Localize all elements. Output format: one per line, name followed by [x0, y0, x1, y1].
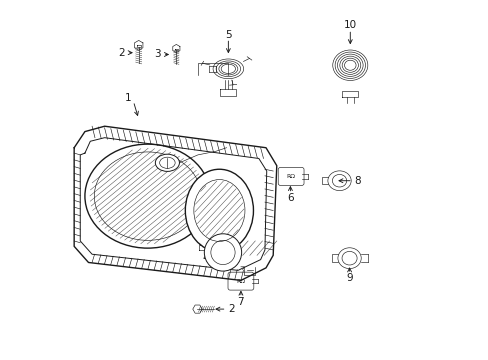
Ellipse shape [337, 248, 361, 269]
Text: 5: 5 [224, 30, 231, 40]
Text: 4: 4 [203, 253, 209, 263]
Text: 9: 9 [346, 273, 352, 283]
Text: 3: 3 [154, 49, 161, 59]
FancyBboxPatch shape [278, 167, 304, 185]
Text: 1: 1 [124, 93, 131, 103]
Ellipse shape [155, 154, 179, 171]
Circle shape [204, 234, 241, 271]
Text: RΩ: RΩ [236, 279, 245, 284]
Text: 2: 2 [118, 48, 125, 58]
Text: 6: 6 [286, 193, 293, 203]
Ellipse shape [185, 169, 253, 252]
Text: RΩ: RΩ [286, 174, 295, 179]
Text: 7: 7 [237, 297, 244, 307]
Ellipse shape [327, 171, 350, 190]
FancyBboxPatch shape [227, 272, 253, 290]
Text: 2: 2 [227, 304, 234, 314]
Text: 8: 8 [354, 176, 361, 186]
Text: 10: 10 [343, 20, 356, 30]
